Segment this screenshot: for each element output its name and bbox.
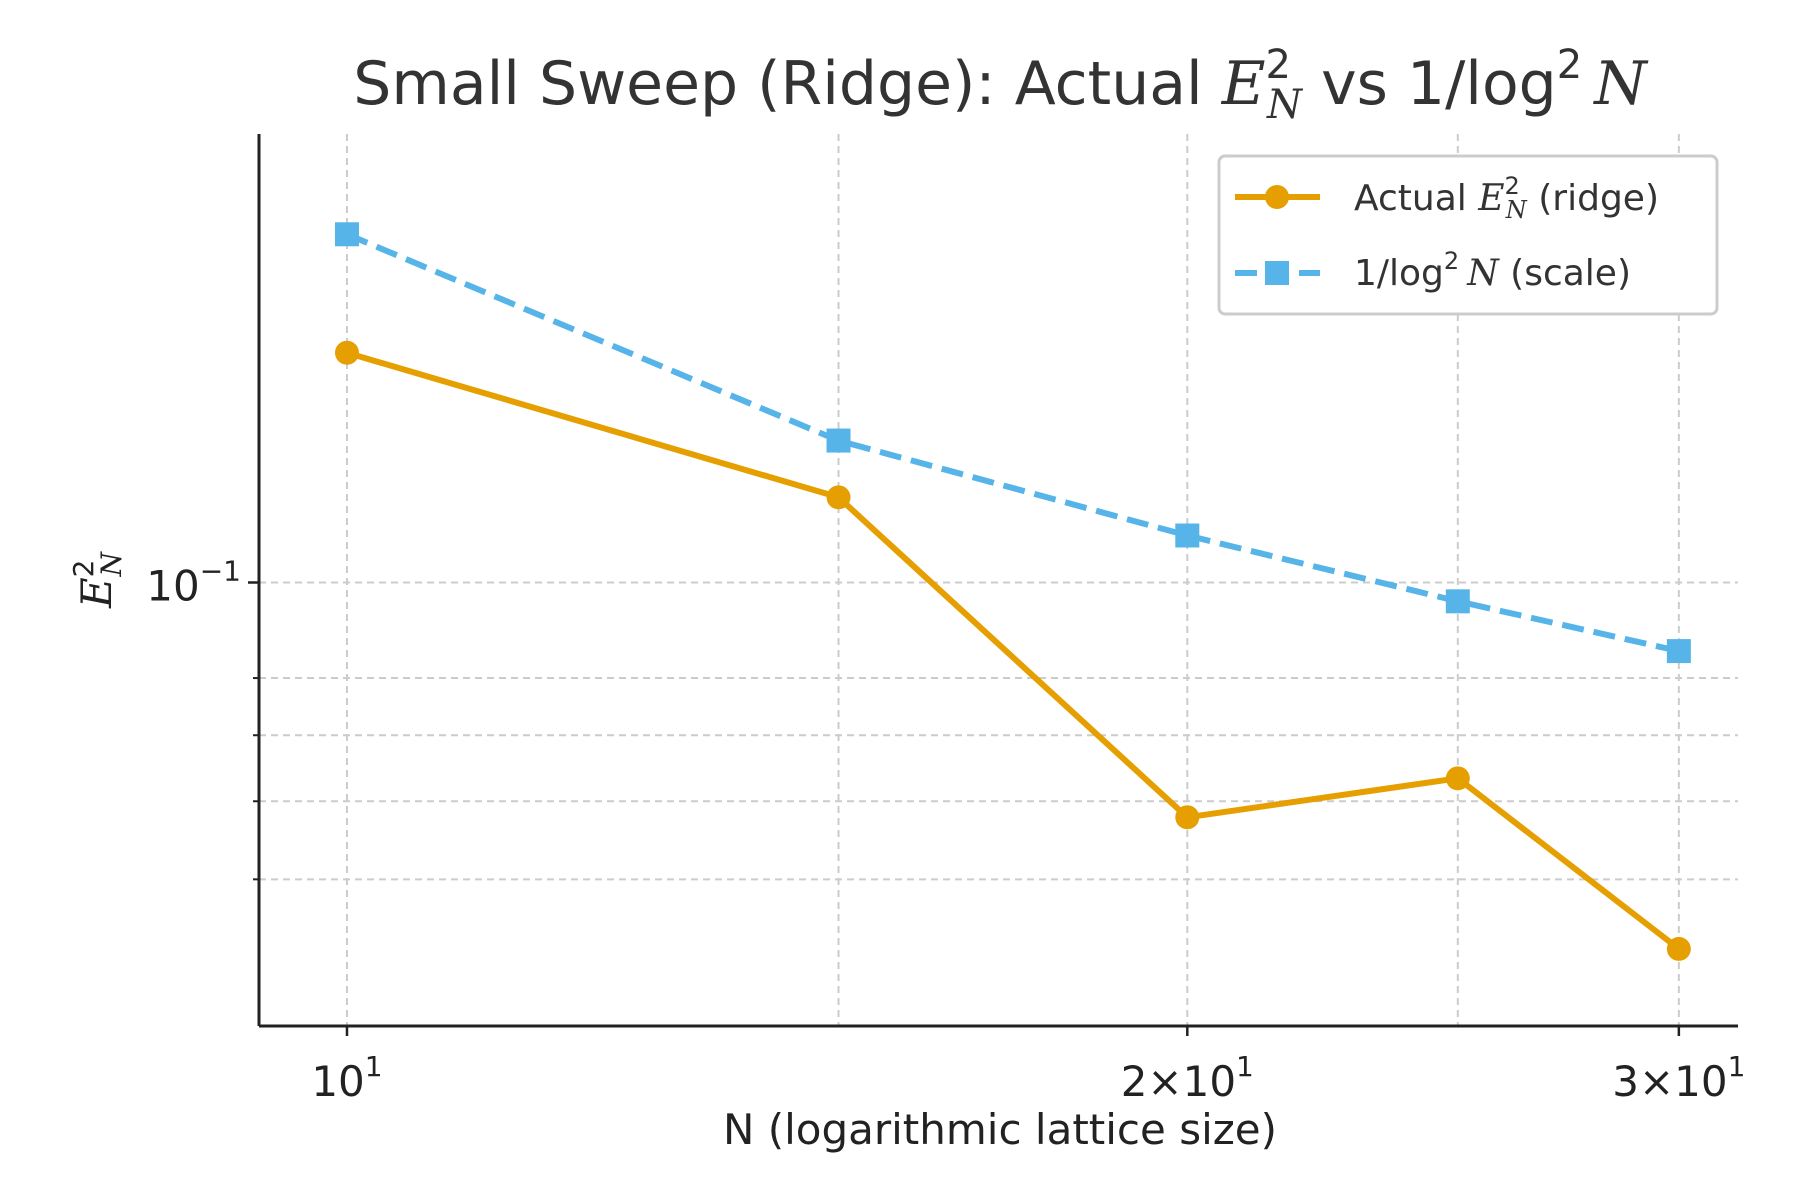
legend-marker-actual xyxy=(1265,185,1289,209)
data-point-actual-3 xyxy=(1445,766,1470,791)
x-tick-label-2: 3×101 xyxy=(1612,1050,1745,1106)
data-point-actual-1 xyxy=(826,485,851,510)
axes: 101 2×101 3×101 10−1 xyxy=(146,134,1745,1106)
data-point-actual-2 xyxy=(1175,805,1200,830)
legend: Actual E2 N (ridge) 1/log2 N (scale) xyxy=(1217,154,1719,316)
data-point-actual-0 xyxy=(334,340,359,365)
data-point-scale-0 xyxy=(334,222,359,247)
data-point-scale-4 xyxy=(1666,639,1691,664)
legend-label-actual: Actual E2 N (ridge) xyxy=(1354,172,1659,224)
y-tick-label-0: 10−1 xyxy=(146,555,241,611)
data-point-scale-2 xyxy=(1175,523,1200,548)
data-point-scale-3 xyxy=(1445,589,1470,614)
chart-title: Small Sweep (Ridge): Actual E2 N vs 1/log… xyxy=(353,42,1649,128)
legend-label-scale: 1/log2 N (scale) xyxy=(1354,247,1631,294)
legend-frame xyxy=(1217,154,1719,316)
data-point-actual-4 xyxy=(1666,936,1691,961)
x-axis-label: N (logarithmic lattice size) xyxy=(723,1105,1277,1154)
plot-series xyxy=(334,222,1691,961)
series-line-scale xyxy=(345,231,1680,655)
x-tick-label-1: 2×101 xyxy=(1121,1050,1254,1106)
x-tick-label-0: 101 xyxy=(311,1050,382,1106)
series-line-actual xyxy=(346,349,1681,952)
y-axis-label: E2N xyxy=(67,551,128,610)
legend-marker-scale xyxy=(1265,261,1289,285)
data-point-scale-1 xyxy=(826,428,851,453)
